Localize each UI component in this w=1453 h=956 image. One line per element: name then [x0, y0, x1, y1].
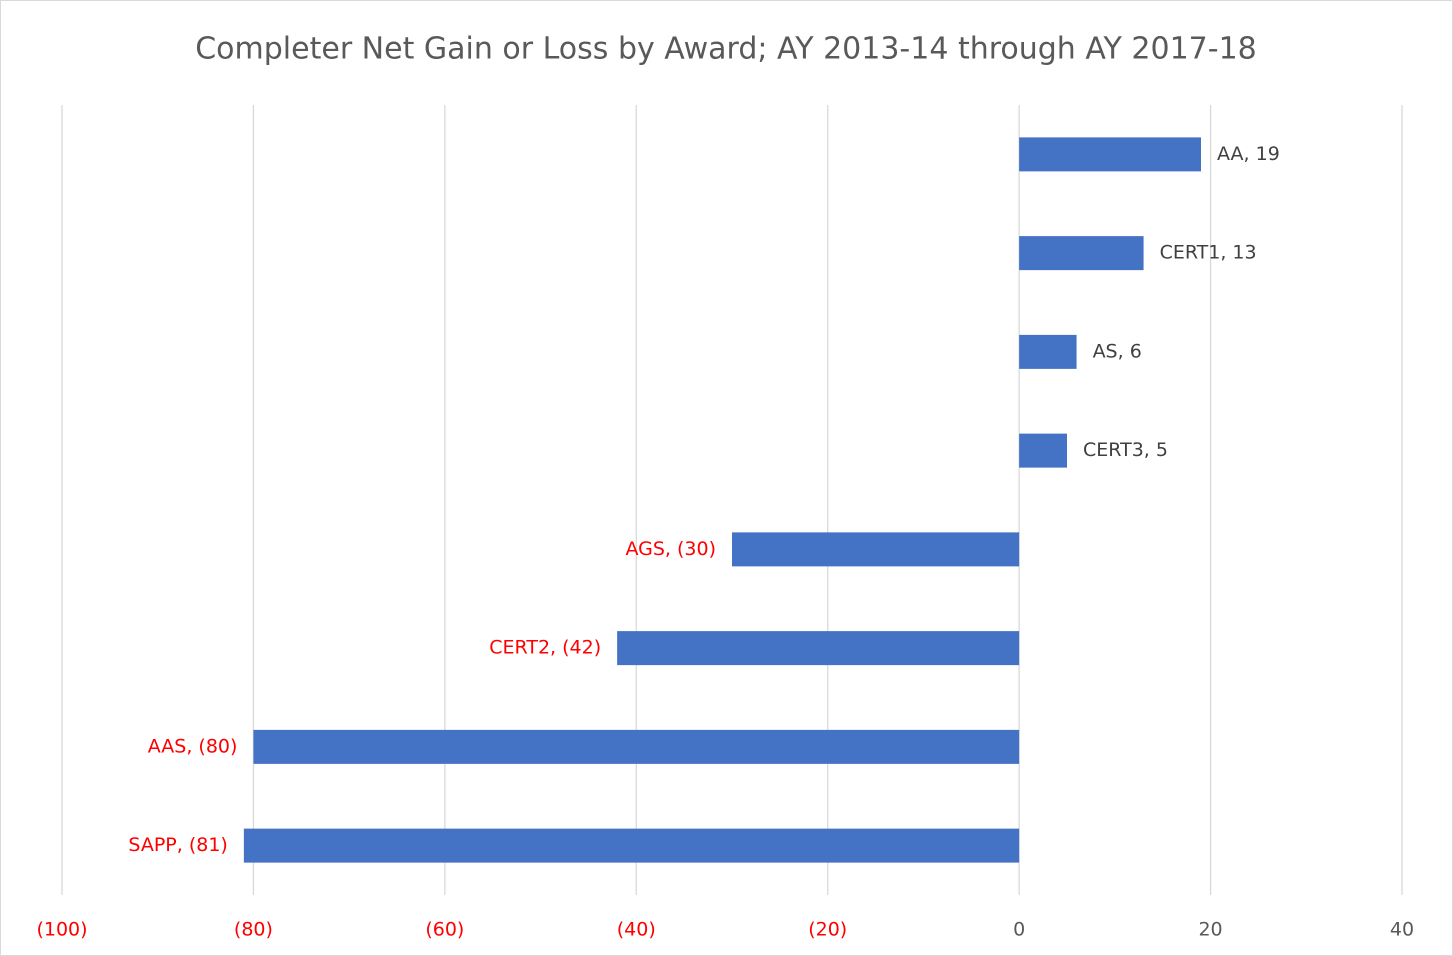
bar — [1019, 433, 1067, 468]
x-tick-label: (20) — [808, 919, 847, 941]
data-label: AAS, (80) — [148, 735, 238, 757]
data-label: CERT1, 13 — [1160, 242, 1257, 264]
data-label: AS, 6 — [1093, 340, 1142, 362]
x-tick-label: (80) — [234, 919, 273, 941]
data-label: AA, 19 — [1217, 143, 1280, 165]
bar — [1019, 137, 1201, 172]
bar — [1019, 236, 1144, 271]
bar — [243, 828, 1020, 863]
bar — [1019, 334, 1077, 369]
bar — [732, 532, 1020, 567]
data-label: CERT2, (42) — [489, 637, 601, 659]
x-tick-label: (100) — [36, 919, 87, 941]
x-tick-label: (40) — [617, 919, 656, 941]
x-tick-label: 40 — [1390, 919, 1414, 941]
x-tick-label: 0 — [1013, 919, 1025, 941]
data-label: AGS, (30) — [625, 538, 716, 560]
bar — [617, 631, 1020, 666]
bar — [253, 729, 1020, 764]
x-tick-label: (60) — [425, 919, 464, 941]
data-label: CERT3, 5 — [1083, 439, 1168, 461]
chart-title: Completer Net Gain or Loss by Award; AY … — [195, 32, 1257, 67]
x-tick-label: 20 — [1198, 919, 1222, 941]
data-label: SAPP, (81) — [128, 834, 227, 856]
